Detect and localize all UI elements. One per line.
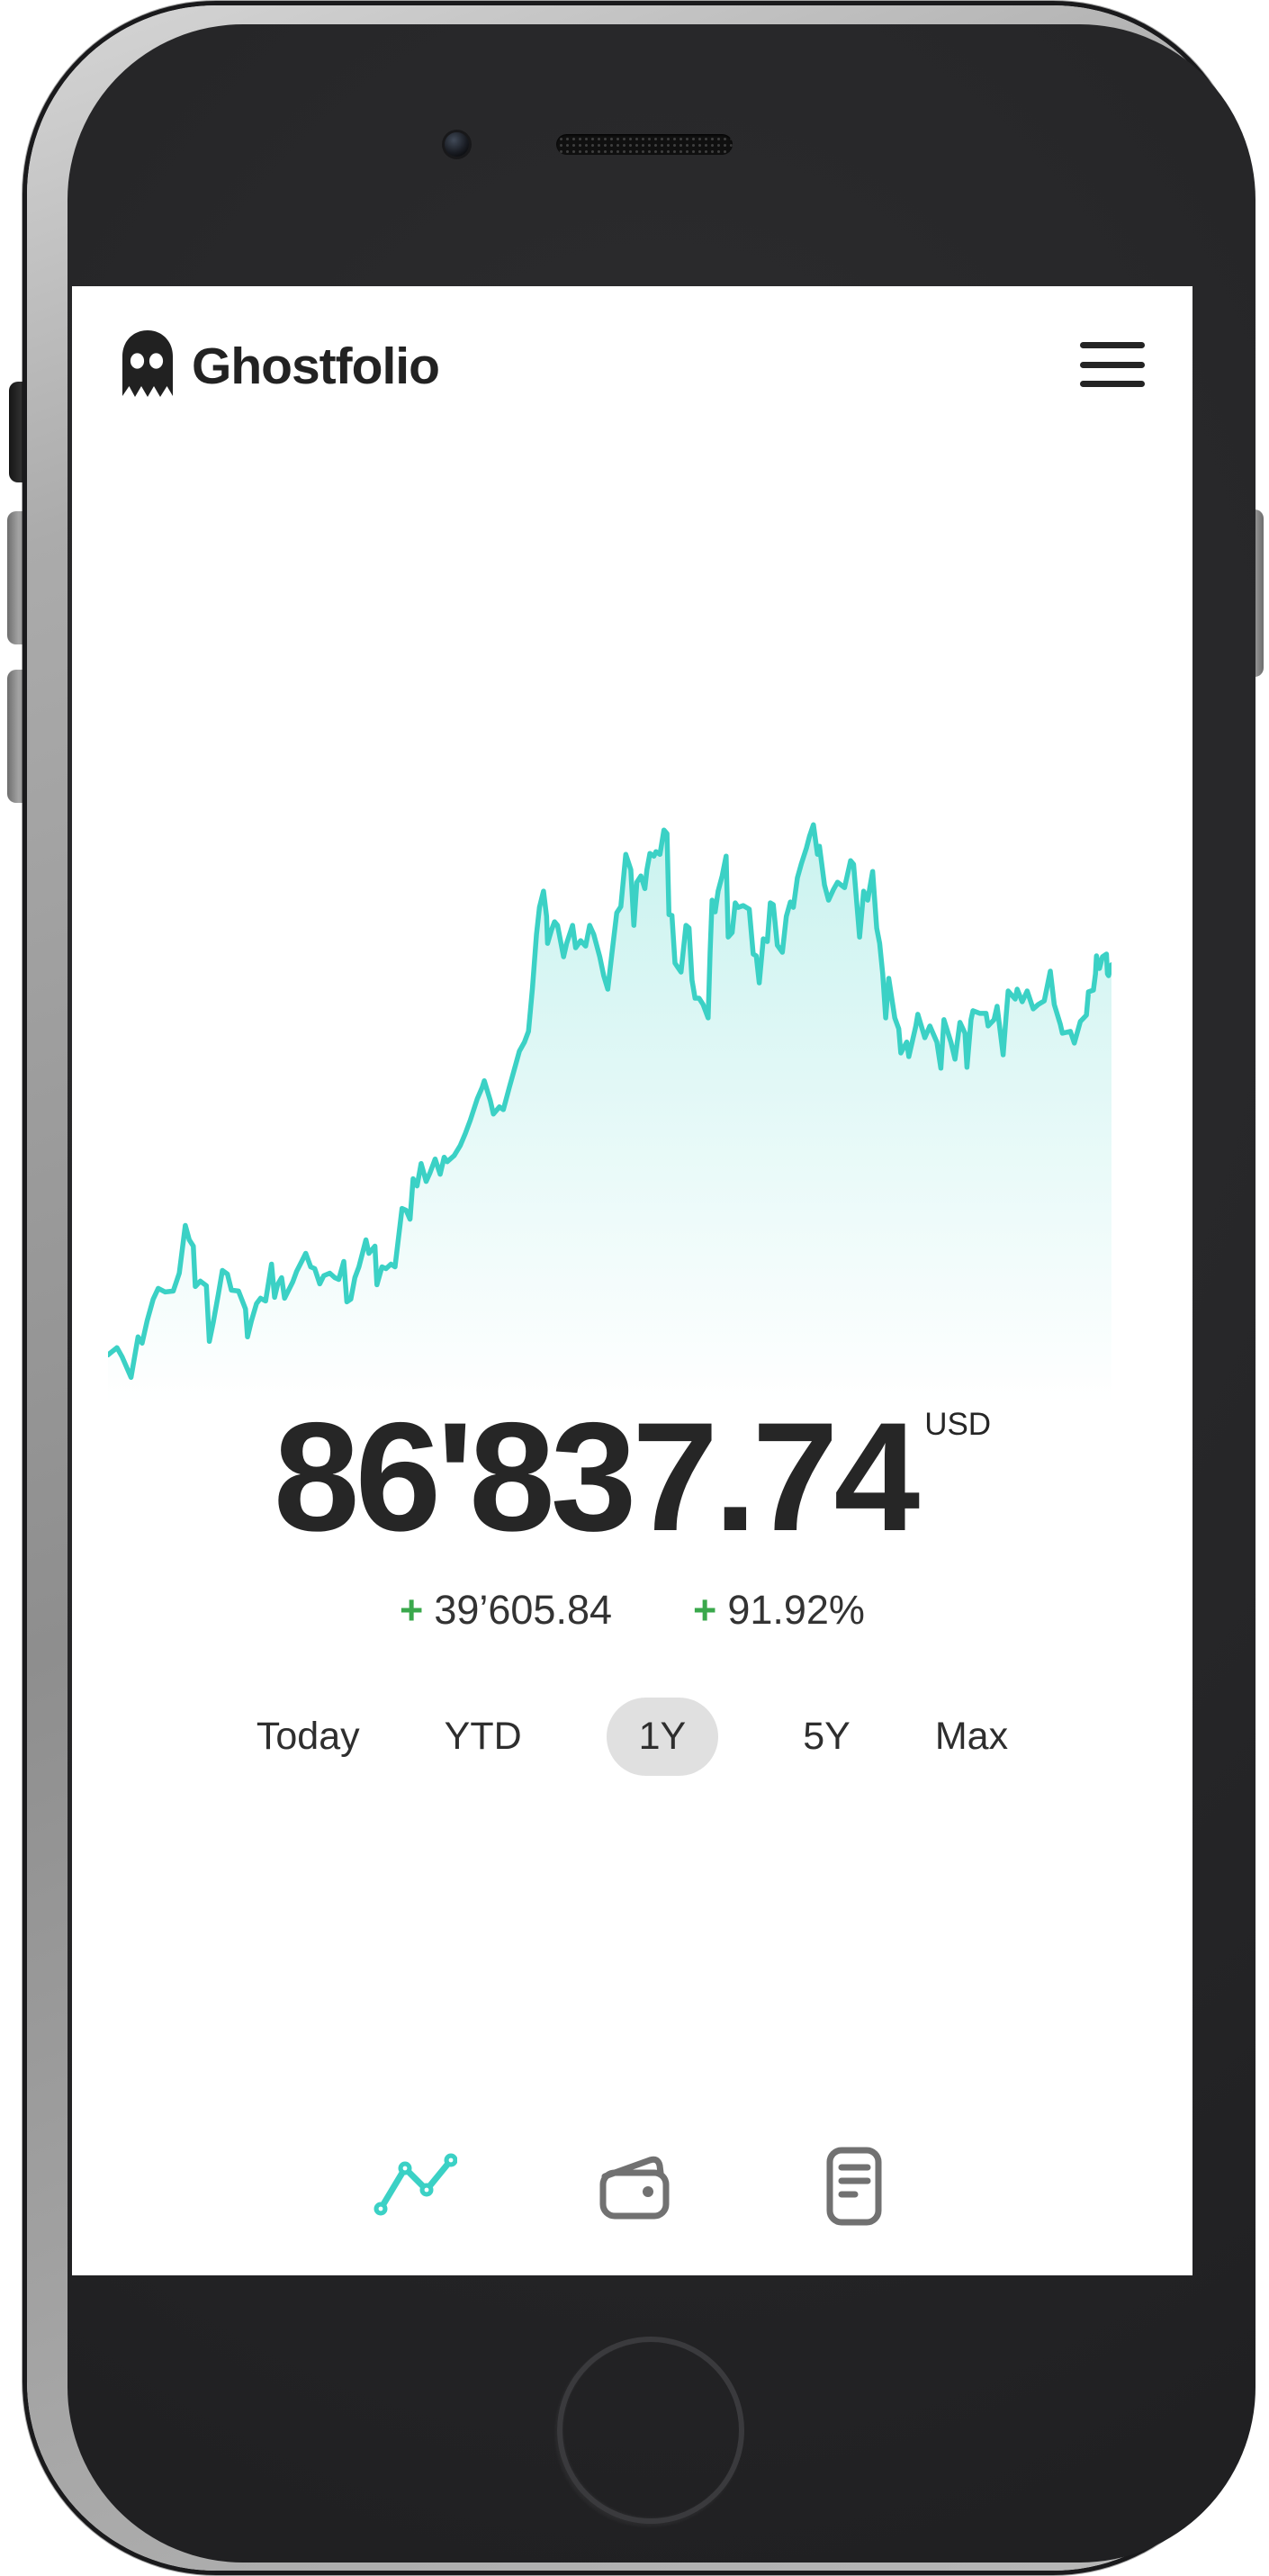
period-option-today[interactable]: Today — [256, 1715, 360, 1758]
earpiece-speaker — [556, 134, 733, 155]
change-percent-value: 91.92% — [727, 1587, 865, 1633]
chart-area-fill — [108, 824, 1112, 1404]
currency-label: USD — [924, 1407, 992, 1442]
portfolio-total-value: 86'837.74 — [273, 1391, 920, 1563]
bottom-navigation — [371, 2144, 896, 2230]
change-absolute-value: 39’605.84 — [434, 1587, 613, 1633]
change-percent: + 91.92% — [693, 1587, 865, 1634]
plus-icon: + — [693, 1587, 717, 1633]
period-option-max[interactable]: Max — [934, 1715, 1009, 1758]
portfolio-change-row: + 39’605.84 + 91.92% — [72, 1587, 1192, 1634]
report-icon — [810, 2142, 896, 2233]
chart-line — [105, 822, 1114, 1381]
nav-report-tab[interactable] — [810, 2144, 896, 2230]
app-logo[interactable]: Ghostfolio — [120, 329, 440, 402]
performance-chart — [105, 804, 1114, 1404]
nav-overview-tab[interactable] — [371, 2142, 458, 2233]
portfolio-total-row: 86'837.74 USD — [72, 1400, 1192, 1554]
home-button — [557, 2337, 744, 2524]
ghost-icon — [120, 329, 176, 402]
period-option-ytd[interactable]: YTD — [444, 1715, 522, 1758]
period-option-1y[interactable]: 1Y — [606, 1698, 719, 1776]
change-absolute: + 39’605.84 — [400, 1587, 612, 1634]
page-title: Ghostfolio — [192, 337, 440, 395]
front-camera — [445, 132, 469, 157]
period-selector: Today YTD 1Y 5Y Max — [72, 1698, 1192, 1776]
wallet-icon — [590, 2142, 677, 2233]
line-chart-icon — [371, 2142, 458, 2233]
nav-accounts-tab[interactable] — [590, 2144, 677, 2230]
plus-icon: + — [400, 1587, 424, 1633]
period-option-5y[interactable]: 5Y — [803, 1715, 850, 1758]
hamburger-menu-icon[interactable] — [1080, 342, 1145, 387]
